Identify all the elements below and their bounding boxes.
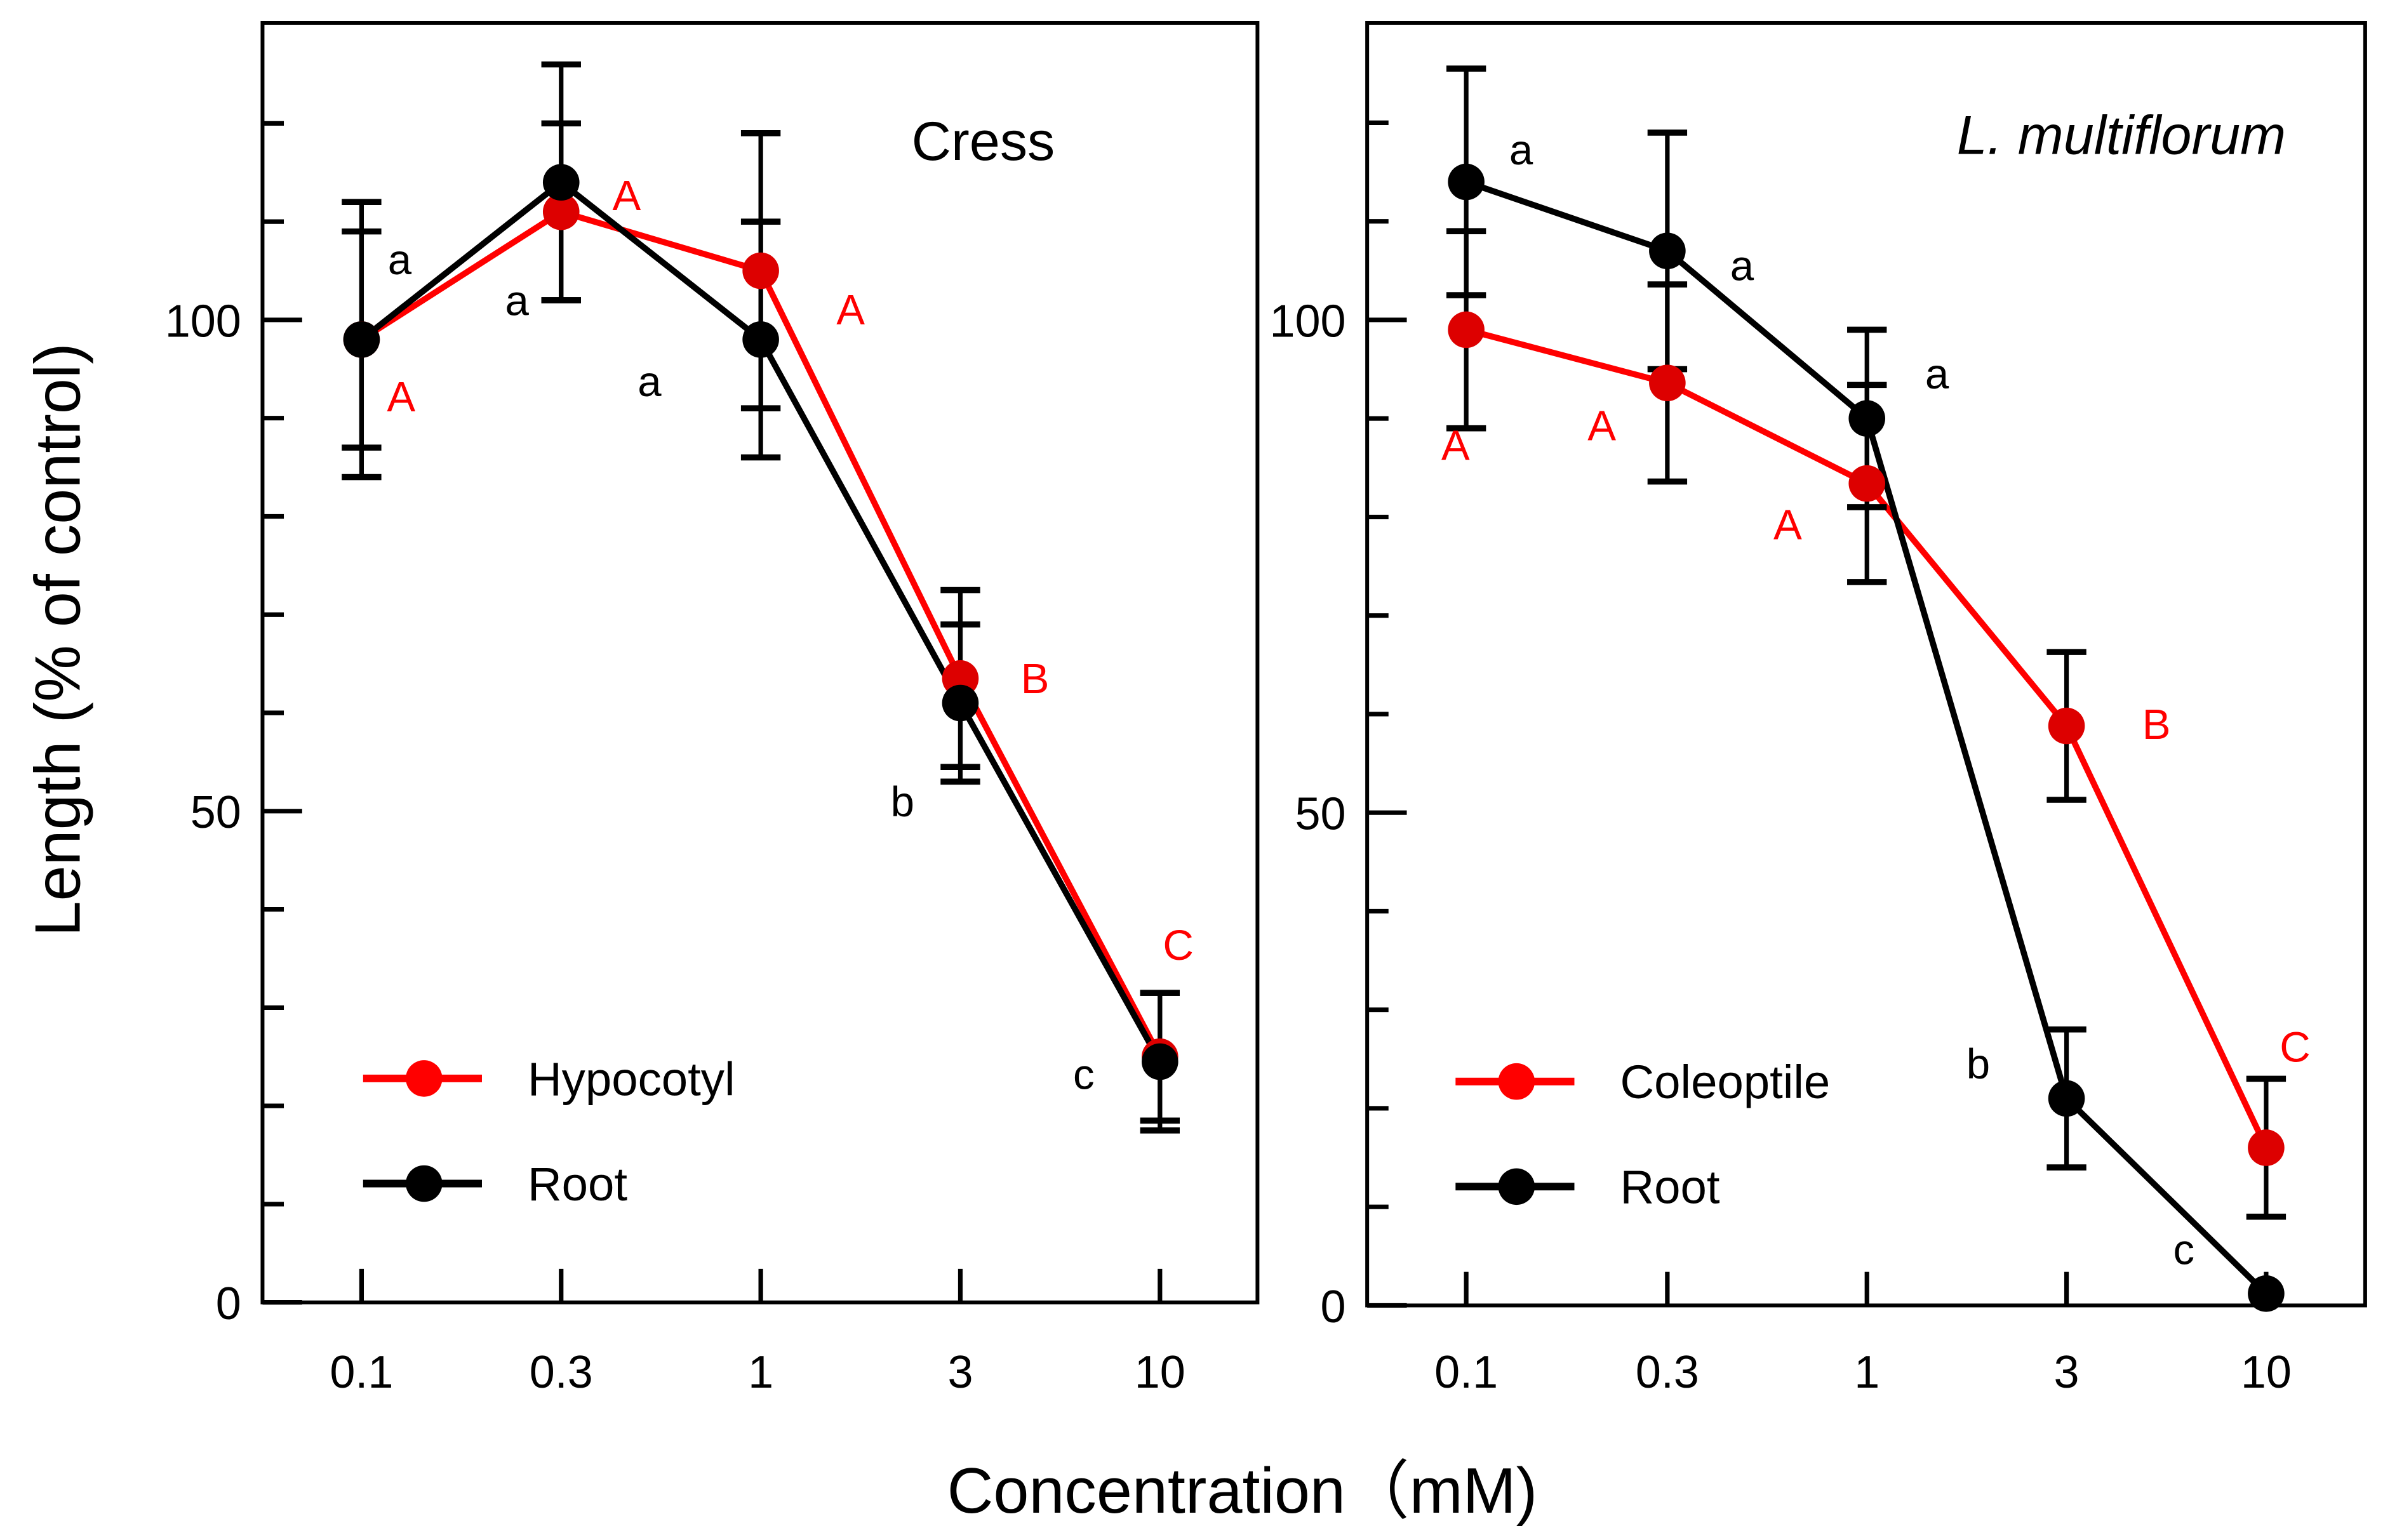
x-tick-label: 10 (1135, 1347, 1185, 1398)
legend-label: Root (528, 1158, 627, 1211)
significance-letter: a (1730, 242, 1754, 290)
legend-marker (406, 1060, 443, 1097)
x-tick-label: 3 (2054, 1347, 2080, 1398)
data-point (542, 164, 580, 201)
data-point (1448, 163, 1485, 201)
data-point (742, 252, 779, 289)
significance-letter: a (638, 358, 662, 406)
plot-frame (1365, 20, 2367, 1308)
x-tick-label: 0.3 (1636, 1347, 1699, 1398)
significance-letter: a (388, 236, 412, 284)
legend-label: Hypocotyl (528, 1052, 735, 1105)
y-tick-label: 50 (1295, 789, 1345, 840)
legend-marker (1498, 1063, 1535, 1100)
significance-letter: a (1925, 350, 1949, 398)
significance-letter: B (2142, 701, 2171, 748)
legend-marker (406, 1165, 443, 1202)
panel-2: 0 50 100 0.1 0.3 1 3 10 L. multiflorum A A A B C Coleo… (1269, 20, 2367, 1398)
significance-letter: c (2173, 1226, 2195, 1274)
panel-1: 0 50 100 0.1 0.3 1 3 10 Cress A A A B C Hypocotyl a a a b c… (165, 20, 1260, 1398)
legend-marker (1498, 1168, 1535, 1205)
data-point (1142, 1043, 1178, 1080)
legend-label: Root (1620, 1161, 1719, 1214)
y-tick-label: 0 (1321, 1282, 1346, 1332)
x-tick-label: 0.3 (530, 1347, 593, 1398)
y-axis-label: Length (% of control) (22, 343, 93, 936)
data-point (942, 684, 979, 722)
significance-letter: b (1966, 1040, 1990, 1088)
data-point (1848, 400, 1886, 437)
x-tick-label: 10 (2241, 1347, 2292, 1398)
data-point (542, 193, 580, 230)
data-point (2248, 1275, 2285, 1312)
data-point (2048, 1080, 2085, 1117)
data-point (1649, 364, 1686, 402)
data-point (742, 321, 779, 358)
y-tick-label: 50 (190, 787, 241, 838)
significance-letter: C (1163, 922, 1194, 969)
data-point (1448, 311, 1485, 348)
significance-letter: A (836, 286, 865, 334)
data-point (343, 321, 380, 358)
series-root (1446, 65, 2269, 1296)
significance-letter: A (1441, 422, 1470, 470)
x-tick-label: 0.1 (330, 1347, 393, 1398)
significance-letter: a (1509, 126, 1533, 174)
significance-letter: c (1073, 1051, 1095, 1099)
data-point (1649, 232, 1686, 270)
significance-letter: B (1021, 655, 1050, 703)
significance-letter: b (891, 778, 914, 826)
series-root (342, 61, 1180, 1134)
x-tick-label: 0.1 (1434, 1347, 1498, 1398)
x-tick-label: 3 (947, 1347, 973, 1398)
y-tick-label: 100 (165, 296, 241, 347)
significance-letter: a (505, 277, 529, 325)
significance-letter: C (2280, 1024, 2311, 1072)
significance-letter: A (1773, 501, 1802, 548)
y-tick-label: 0 (216, 1278, 241, 1329)
x-tick-label: 1 (748, 1347, 773, 1398)
x-axis-label: Concentration（mM) (947, 1456, 1538, 1527)
data-point (1848, 465, 1886, 502)
legend-label: Coleoptile (1620, 1056, 1830, 1108)
panel-title: Cress (912, 111, 1055, 172)
data-point (2248, 1129, 2285, 1166)
panel-title: L. multiflorum (1957, 105, 2286, 166)
significance-letter: A (1587, 402, 1616, 449)
data-point (2048, 707, 2085, 745)
significance-letter: A (613, 172, 641, 220)
y-tick-label: 100 (1269, 296, 1345, 347)
significance-letter: A (387, 373, 415, 421)
x-tick-label: 1 (1854, 1347, 1879, 1398)
